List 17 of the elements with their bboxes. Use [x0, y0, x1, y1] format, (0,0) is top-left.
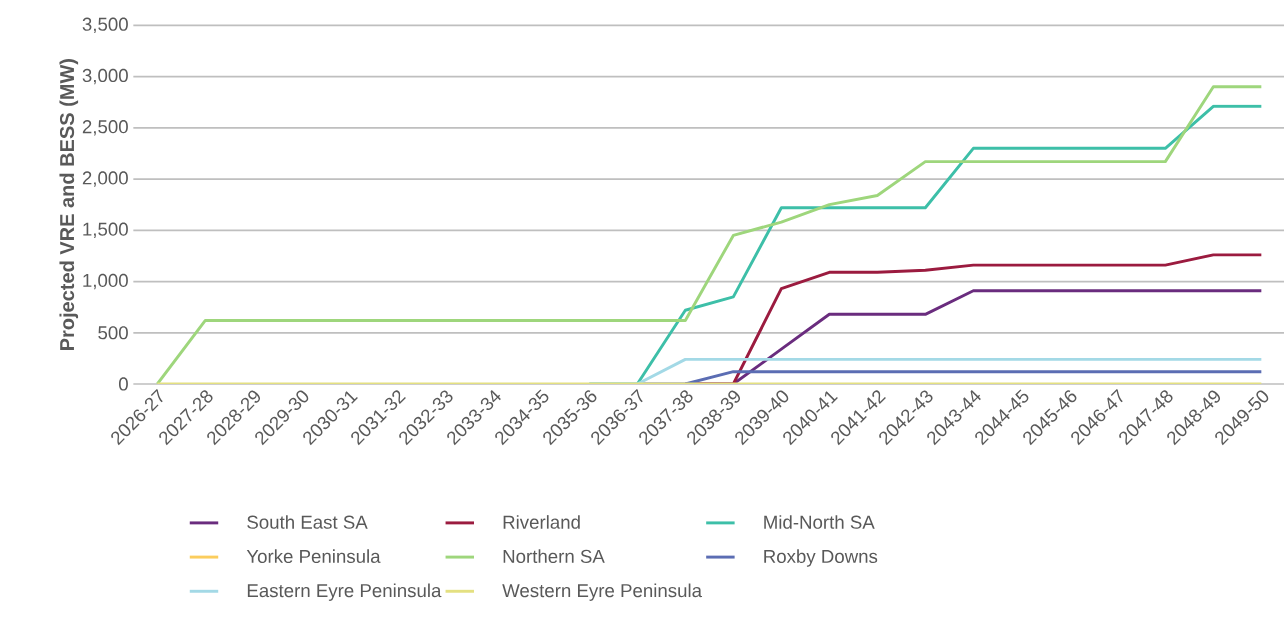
y-axis-title: Projected VRE and BESS (MW)	[59, 58, 79, 350]
legend-label: Roxby Downs	[764, 549, 878, 567]
legend-label: Eastern Eyre Peninsula	[247, 583, 442, 601]
legend-label: Mid-North SA	[764, 514, 875, 529]
y-tick-label: 3,000	[82, 68, 128, 85]
y-tick-label: 0	[118, 377, 128, 391]
legend-label: Northern SA	[503, 549, 605, 563]
legend-label: Riverland	[503, 514, 580, 529]
legend-label: Yorke Peninsula	[246, 549, 381, 563]
y-tick-label: 1,000	[83, 273, 128, 290]
y-tick-label: 1,500	[83, 222, 128, 238]
legend-label: Western Eyre Peninsula	[502, 583, 703, 601]
y-tick-label: 2,500	[82, 119, 128, 136]
legend-label: South East SA	[247, 514, 368, 529]
y-tick-label: 500	[98, 325, 128, 340]
y-tick-label: 2,000	[82, 171, 128, 187]
y-tick-label: 3,500	[82, 17, 128, 33]
